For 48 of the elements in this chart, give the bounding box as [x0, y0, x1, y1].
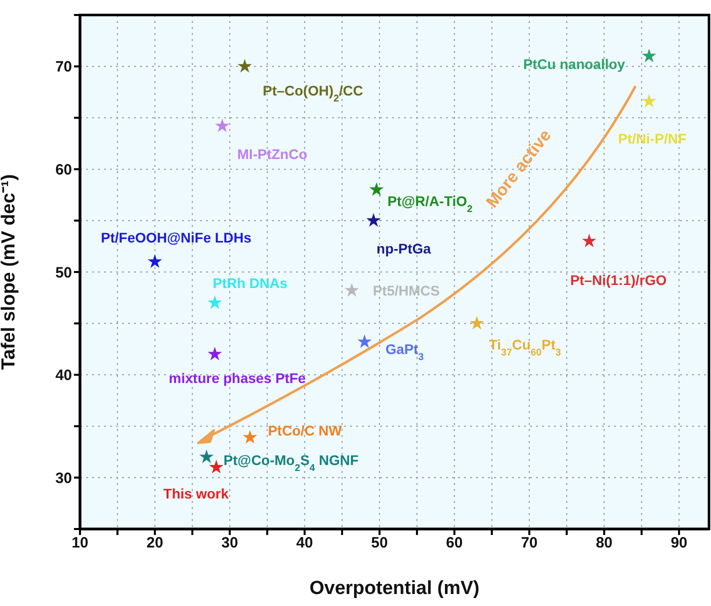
series-label: PtCu nanoalloy — [523, 56, 626, 72]
series-label: Pt/FeOOH@NiFe LDHs — [100, 230, 252, 246]
point — [357, 334, 372, 348]
series-label: np-PtGa — [376, 240, 432, 257]
y-tick-label: 30 — [55, 470, 72, 487]
text: Pt–Ni(1:1)/rGO — [570, 272, 667, 288]
point — [242, 430, 258, 444]
series-label: PtCo/C NW — [268, 422, 343, 439]
point — [208, 295, 222, 309]
series-label: mixture phases PtFe — [168, 370, 306, 386]
point — [199, 449, 214, 464]
series-label: This work — [163, 485, 229, 502]
point — [642, 94, 656, 108]
point — [642, 48, 656, 62]
point — [470, 316, 484, 330]
series-label: GaPt$_{3}$ — [386, 340, 424, 362]
series-label: Pt–Co(OH)$_{2}$/CC — [262, 82, 364, 104]
point — [366, 213, 381, 227]
y-axis-title: Tafel slope (mV dec⁻¹) — [0, 174, 20, 370]
y-tick-label: 60 — [55, 162, 72, 179]
x-tick-label: 40 — [296, 534, 313, 552]
point — [582, 234, 596, 248]
x-tick-label: 20 — [146, 534, 164, 552]
x-tick-label: 60 — [446, 534, 463, 552]
point — [344, 282, 359, 297]
x-tick-label: 10 — [72, 534, 88, 552]
x-tick-label: 30 — [221, 534, 238, 552]
series-label: Ti$_{37}$Cu$_{60}$Pt$_{3}$ — [488, 336, 562, 358]
point — [215, 118, 230, 132]
series-label: PtRh DNAs — [212, 274, 288, 291]
series-label: MI-PtZnCo — [237, 146, 308, 162]
point — [238, 58, 252, 73]
point — [209, 460, 224, 474]
series-label: Pt@Co-Mo$_{2}$S$_{4}$ NGNF — [224, 452, 359, 474]
x-tick-label: 50 — [371, 534, 388, 552]
series-label: Pt5/HMCS — [372, 282, 440, 299]
text: Pt/Ni-P/NF — [618, 130, 687, 146]
y-tick-label: 50 — [55, 264, 72, 282]
y-tick-label: 40 — [55, 367, 72, 384]
point — [208, 346, 222, 360]
point — [369, 182, 384, 196]
x-tick-label: 70 — [520, 534, 538, 552]
series-label: Pt@R/A-TiO$_{2}$ — [388, 192, 474, 214]
x-tick-label: 80 — [596, 534, 613, 552]
x-axis-title: Overpotential (mV) — [310, 578, 480, 599]
point — [148, 254, 162, 268]
x-tick-label: 90 — [670, 534, 688, 552]
y-tick-label: 70 — [55, 58, 72, 76]
